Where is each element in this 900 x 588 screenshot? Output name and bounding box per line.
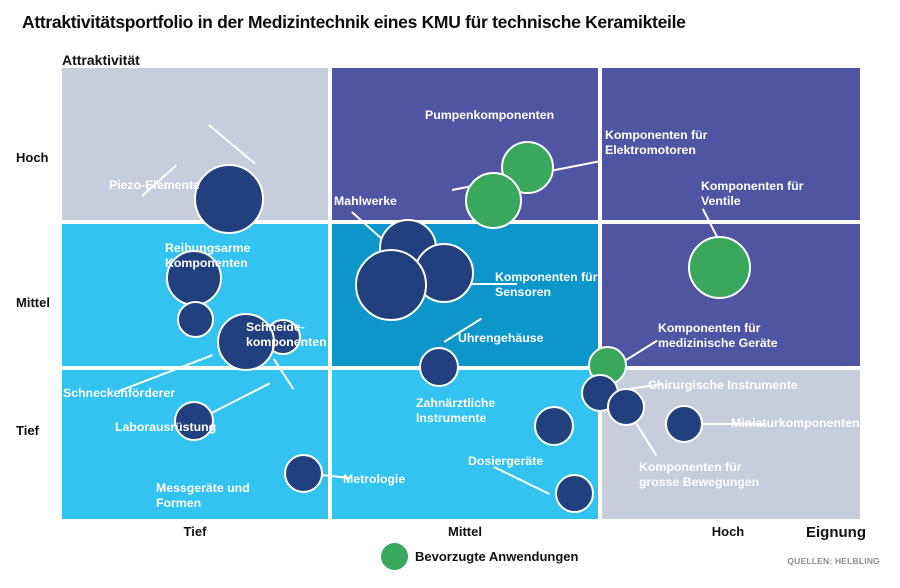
label-pumpen: Pumpenkomponenten — [425, 108, 555, 122]
bubble-sensoren-b[interactable] — [355, 249, 427, 321]
bubble-uhren[interactable] — [419, 347, 459, 387]
bubble-labor[interactable] — [217, 313, 275, 371]
source-note: QUELLEN: HELBLING — [787, 556, 880, 566]
bubble-dosier[interactable] — [555, 474, 594, 513]
x-tick-tief: Tief — [183, 524, 207, 539]
cell-tief-tief — [62, 370, 328, 519]
label-chirurgische: Chirurgische Instrumente — [648, 378, 798, 392]
label-mahlwerke: Mahlwerke — [334, 194, 397, 208]
plot-area: Piezo-Elemente Pumpenkomponenten Kompone… — [62, 68, 860, 519]
label-schneide: Schneide- komponenten — [246, 320, 327, 349]
label-sensoren: Komponenten für Sensoren — [495, 270, 598, 299]
cell-tief-hoch — [602, 370, 860, 519]
x-axis-title: Eignung — [806, 524, 866, 541]
label-messgeraete: Messgeräte und Formen — [156, 481, 250, 510]
y-tick-hoch: Hoch — [16, 150, 49, 165]
page-title: Attraktivitätsportfolio in der Medizinte… — [22, 12, 686, 32]
label-dosier: Dosiergeräte — [468, 454, 544, 468]
y-axis-title: Attraktivität — [62, 52, 140, 68]
bubble-zahn[interactable] — [534, 406, 574, 446]
label-miniatur: Miniaturkomponenten — [731, 416, 860, 430]
label-medizinische: Komponenten für medizinische Geräte — [658, 321, 778, 350]
bubble-metrologie[interactable] — [284, 454, 323, 493]
x-tick-hoch: Hoch — [711, 524, 745, 539]
cell-hoch-hoch — [602, 68, 860, 220]
legend-marker-icon — [381, 543, 408, 570]
label-reibungsarme: Reibungsarme Komponenten — [165, 241, 251, 270]
leader-miniatur — [696, 423, 766, 425]
label-labor: Laborausrüstung — [115, 420, 217, 434]
bubble-ventile[interactable] — [688, 236, 751, 299]
label-metrologie: Metrologie — [343, 472, 406, 486]
label-elektromotoren: Komponenten für Elektromotoren — [605, 128, 708, 157]
x-tick-mittel: Mittel — [448, 524, 482, 539]
label-uhren: Uhrengehäuse — [458, 331, 544, 345]
bubble-schnecken[interactable] — [177, 301, 214, 338]
legend-label: Bevorzugte Anwendungen — [415, 549, 579, 564]
y-tick-tief: Tief — [16, 423, 39, 438]
y-tick-mittel: Mittel — [16, 295, 50, 310]
label-ventile: Komponenten für Ventile — [701, 179, 804, 208]
leader-sensoren — [432, 283, 517, 285]
bubble-elektromotoren[interactable] — [465, 172, 522, 229]
bubble-miniatur[interactable] — [665, 405, 703, 443]
label-schnecken: Schneckenförderer — [63, 386, 176, 400]
bubble-messgeraete[interactable] — [174, 401, 214, 441]
bubble-piezo[interactable] — [194, 164, 264, 234]
label-zahn: Zahnärztliche Instrumente — [416, 396, 496, 425]
bubble-grosse[interactable] — [607, 388, 645, 426]
label-grosse: Komponenten für grosse Bewegungen — [639, 460, 760, 489]
label-piezo: Piezo-Elemente — [109, 178, 200, 192]
